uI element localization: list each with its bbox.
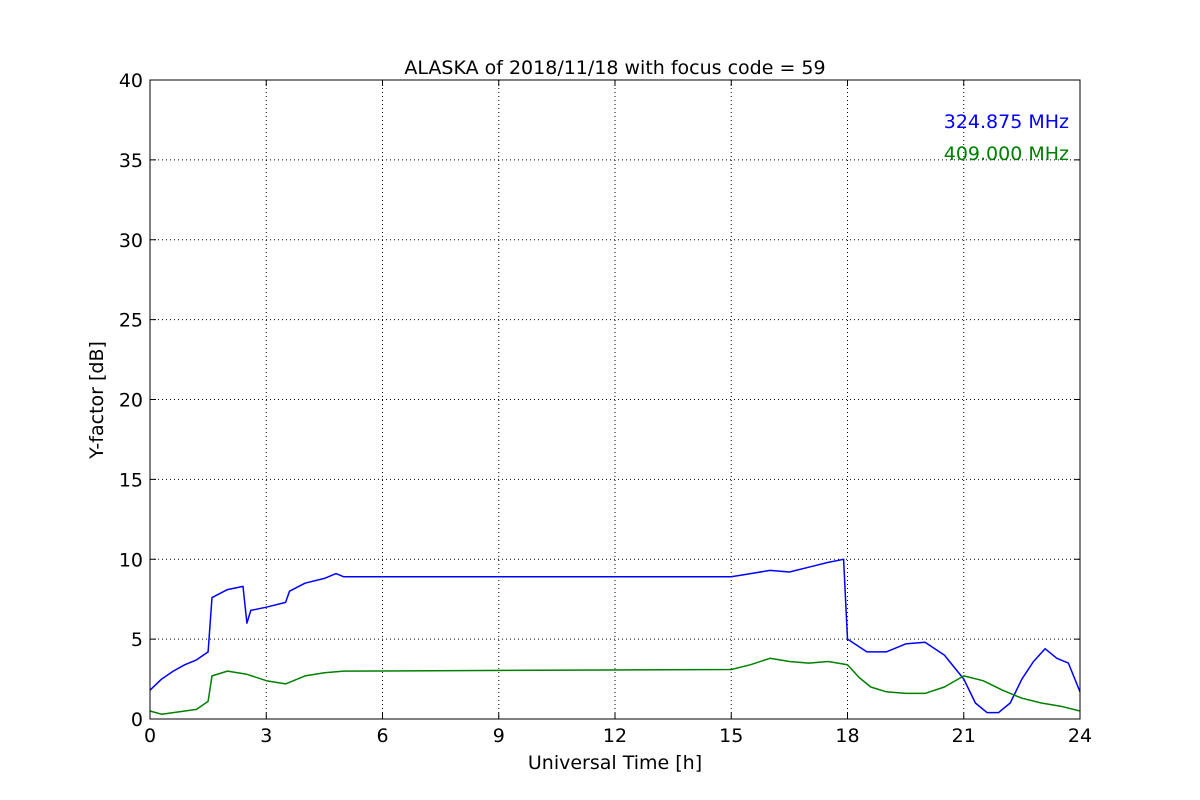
- series-line-0: [149, 558, 1081, 714]
- x-axis-label: Universal Time [h]: [528, 752, 702, 774]
- y-tick-label: 40: [119, 70, 143, 92]
- chart-title: ALASKA of 2018/11/18 with focus code = 5…: [404, 57, 825, 79]
- x-tick-label: 6: [376, 725, 388, 747]
- x-tick-label: 15: [719, 725, 743, 747]
- y-tick-label: 30: [119, 230, 143, 252]
- y-tick-label: 10: [119, 549, 143, 571]
- legend-label-324-875: 324.875 MHz: [944, 111, 1069, 133]
- series-line-1: [149, 657, 1081, 715]
- y-tick-label: 15: [119, 469, 143, 491]
- x-tick-label: 12: [603, 725, 627, 747]
- legend-label-409-000: 409.000 MHz: [944, 143, 1069, 165]
- x-tick-label: 9: [493, 725, 505, 747]
- axis-ticks: 0 3 6 9 12 15 18 21 24 0 5 10 15 20 25 30 35 40: [119, 70, 1092, 747]
- y-tick-label: 0: [131, 709, 143, 731]
- y-tick-label: 5: [131, 629, 143, 651]
- x-tick-label: 3: [260, 725, 272, 747]
- grid-lines: [150, 80, 1080, 719]
- y-tick-label: 20: [119, 390, 143, 412]
- plot-area: [149, 558, 1081, 715]
- x-tick-label: 18: [835, 725, 859, 747]
- y-tick-label: 25: [119, 310, 143, 332]
- y-tick-label: 35: [119, 150, 143, 172]
- x-tick-label: 21: [952, 725, 976, 747]
- x-tick-label: 24: [1068, 725, 1092, 747]
- x-tick-label: 0: [144, 725, 156, 747]
- y-axis-label: Y-factor [dB]: [86, 341, 108, 460]
